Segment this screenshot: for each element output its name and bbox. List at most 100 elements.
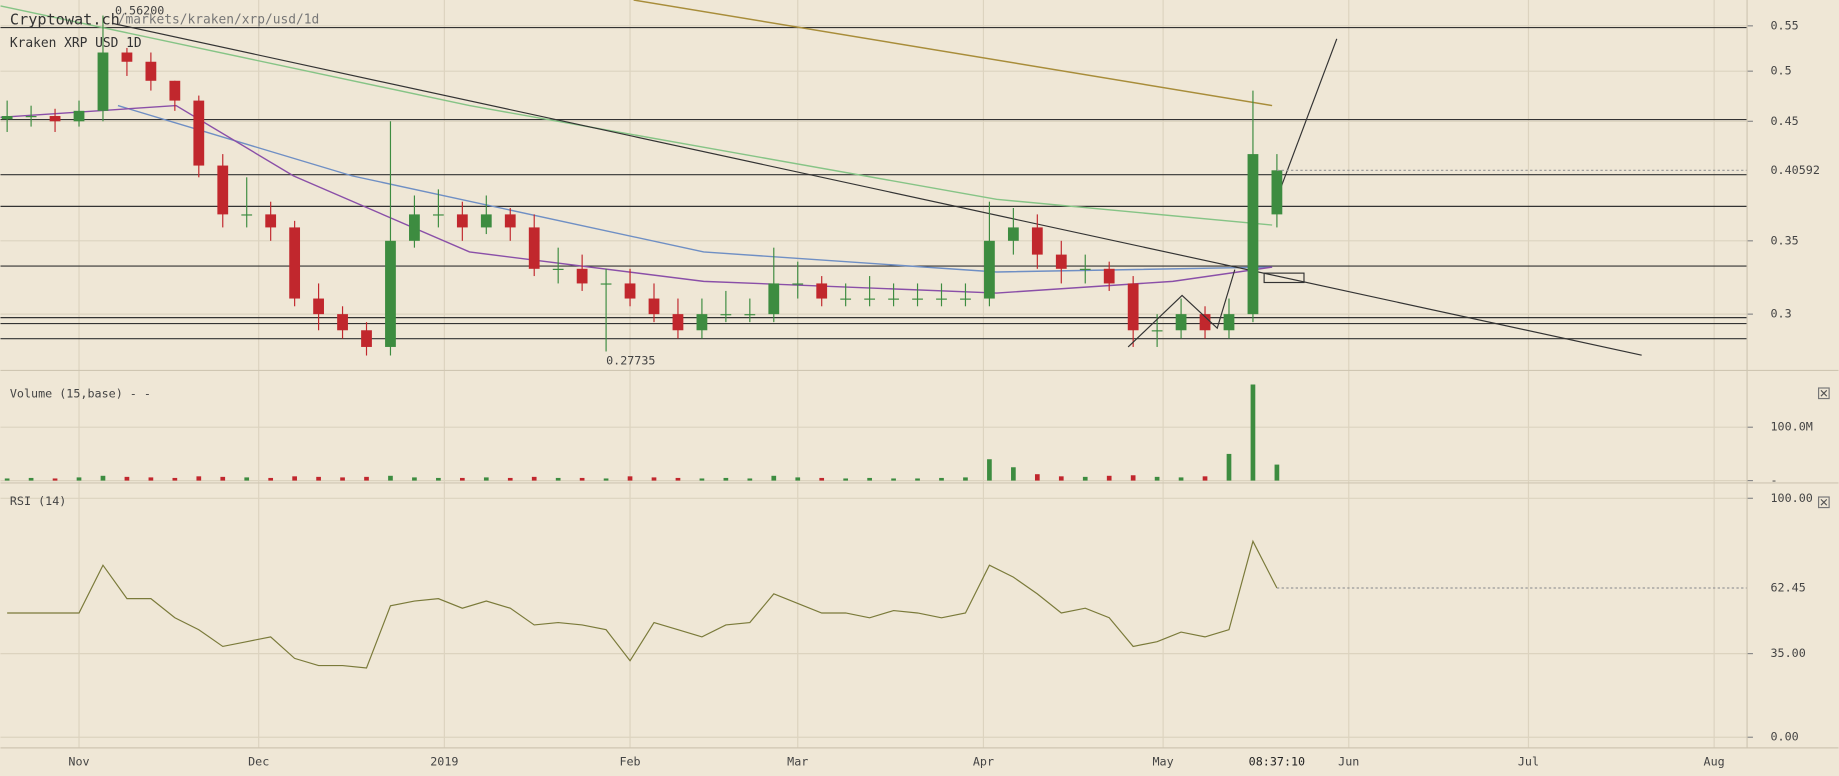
candle-body	[624, 283, 636, 299]
x-tick-label: 2019	[430, 754, 458, 768]
volume-bar	[459, 477, 465, 481]
candle-body	[984, 240, 995, 299]
candle-body	[552, 268, 564, 270]
volume-bar	[747, 478, 753, 481]
candle-body	[720, 314, 732, 316]
close-button[interactable]	[1817, 496, 1830, 509]
volume-bar	[771, 475, 777, 481]
volume-bar	[555, 477, 561, 481]
volume-bar	[76, 477, 82, 481]
drawing-box	[1263, 272, 1305, 284]
candle-body	[936, 298, 947, 300]
volume-bar	[1034, 474, 1040, 481]
close-button[interactable]	[1817, 387, 1830, 400]
candle-body	[600, 283, 612, 285]
volume-bar	[124, 476, 130, 481]
candle-body	[361, 330, 372, 347]
candle-body	[409, 214, 420, 241]
candle-body	[528, 227, 540, 269]
candle-body	[1031, 227, 1043, 255]
volume-bar	[795, 477, 801, 481]
candle-body	[1175, 314, 1187, 331]
volume-bar	[1178, 477, 1184, 481]
x-tick-label: Mar	[787, 754, 808, 768]
candle-body	[1007, 227, 1019, 241]
candle-body	[912, 298, 923, 300]
x-tick-label: Aug	[1704, 754, 1725, 768]
volume-bar	[1226, 453, 1232, 481]
volume-bar	[891, 478, 896, 481]
volume-bar	[52, 478, 58, 481]
candle-body	[1079, 268, 1091, 270]
candle-body	[576, 268, 588, 284]
candle-body	[960, 298, 971, 300]
candle-body	[792, 283, 804, 285]
y-tick-label: 0.00	[1771, 730, 1799, 744]
volume-bar	[4, 478, 10, 481]
candle-body	[1151, 330, 1163, 332]
candle-body	[432, 214, 444, 216]
candle-body	[217, 165, 229, 215]
candle-body	[337, 314, 348, 331]
candle-body	[1127, 283, 1139, 331]
volume-bar	[1130, 475, 1136, 481]
candle-body	[313, 298, 324, 315]
y-tick-label: 0.35	[1771, 233, 1799, 247]
candle-body	[1103, 268, 1115, 284]
volume-bar	[292, 476, 297, 481]
y-tick-label: 100.0M	[1771, 420, 1813, 434]
volume-bar	[699, 478, 705, 481]
volume-bar	[1058, 476, 1064, 481]
candle-body	[97, 52, 109, 111]
candle-body	[1223, 314, 1235, 331]
y-tick-label: 0.45	[1771, 114, 1799, 128]
rsi-line	[7, 539, 1278, 669]
candle-body	[121, 52, 133, 62]
volume-title: Volume (15,base) - -	[10, 386, 151, 400]
volume-bar	[819, 477, 825, 481]
extreme-label: 0.27735	[606, 353, 655, 367]
volume-bar	[939, 477, 944, 481]
trendline	[111, 22, 1642, 356]
volume-bar	[1154, 476, 1160, 481]
volume-bar	[148, 477, 154, 481]
current-price-label: 0.40592	[1771, 163, 1820, 177]
candle-body	[864, 298, 876, 300]
y-tick-label: 0.55	[1771, 18, 1799, 32]
volume-bar	[915, 478, 920, 481]
candle-body	[672, 314, 684, 331]
candle-body	[504, 214, 516, 228]
volume-bar	[196, 476, 202, 481]
candle-body	[1247, 154, 1259, 315]
drawing-pattern	[1127, 269, 1236, 348]
candle-body	[169, 80, 181, 101]
rsi-title: RSI (14)	[10, 494, 66, 508]
pair-label: Kraken XRP USD 1D	[10, 36, 142, 51]
candle-body	[456, 214, 468, 228]
volume-bar	[364, 476, 369, 481]
volume-bar	[388, 475, 393, 481]
y-tick-label: 100.00	[1771, 491, 1813, 505]
volume-bar	[28, 477, 34, 481]
volume-bar	[483, 477, 489, 481]
candle-body	[1055, 254, 1067, 269]
volume-bar	[579, 477, 585, 481]
candle-body	[241, 214, 253, 216]
candle-body	[768, 283, 780, 315]
volume-bar	[340, 477, 345, 481]
volume-bar	[675, 477, 681, 481]
volume-bar	[220, 476, 226, 481]
y-tick-label: 35.00	[1771, 646, 1806, 660]
volume-bar	[316, 476, 321, 481]
candle-body	[145, 61, 157, 81]
volume-bar	[1011, 467, 1016, 481]
volume-bar	[531, 476, 537, 481]
candle-body	[480, 214, 492, 228]
site-name[interactable]: Cryptowat.ch	[10, 10, 120, 28]
candle-body	[1, 116, 13, 120]
volume-bar	[244, 477, 250, 481]
countdown-label: 08:37:10	[1249, 754, 1305, 768]
volume-bar	[100, 475, 106, 481]
volume-bar	[1082, 476, 1088, 481]
candle-body	[744, 314, 756, 316]
